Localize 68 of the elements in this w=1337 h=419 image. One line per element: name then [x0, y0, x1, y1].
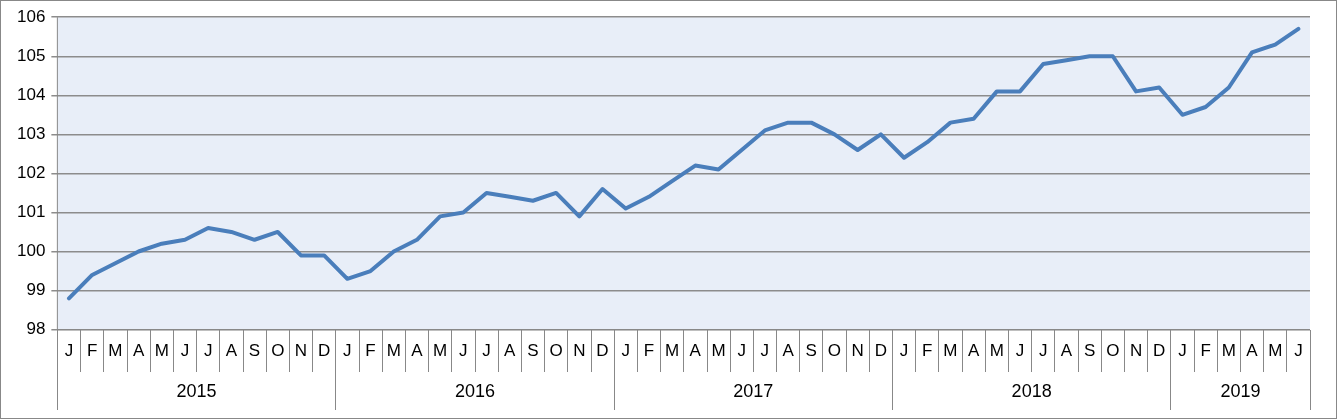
x-tick-label: N [851, 341, 864, 361]
x-tick-label: D [596, 341, 609, 361]
x-tick-label: M [386, 341, 401, 361]
x-tick-label: M [1268, 341, 1283, 361]
text: 2016 [454, 380, 495, 401]
y-tick-label: 99 [26, 280, 46, 300]
x-tick-label: F [1200, 341, 1211, 361]
x-tick-label: S [527, 341, 539, 361]
y-tick-label: 102 [16, 163, 46, 183]
x-tick-label: M [989, 341, 1004, 361]
x-tick-label: N [573, 341, 586, 361]
y-tick-label: 103 [16, 124, 46, 144]
y-tick-label: 104 [16, 84, 46, 104]
x-tick-label: N [1129, 341, 1143, 361]
y-tick-label: 106 [16, 6, 46, 26]
x-tick-label: J [899, 341, 909, 361]
x-tick-label: A [132, 341, 145, 361]
x-tick-label: J [459, 341, 468, 361]
x-tick-label: J [737, 341, 746, 361]
x-tick-label: S [805, 341, 817, 361]
x-tick-label: A [967, 341, 980, 361]
y-tick-label: 100 [16, 241, 46, 261]
x-tick-label: M [108, 341, 123, 361]
y-tick-label: 98 [26, 319, 46, 339]
x-tick-label: J [64, 341, 74, 361]
x-tick-label: A [1060, 341, 1073, 361]
x-tick-label: M [943, 341, 958, 361]
x-tick-label: J [482, 341, 491, 361]
text: 2018 [1011, 380, 1052, 401]
text: 2015 [176, 380, 217, 401]
x-tick-label: F [86, 341, 98, 361]
y-tick-label: 105 [16, 45, 46, 65]
text: 2017 [733, 380, 774, 401]
x-tick-label: J [1178, 341, 1187, 361]
x-tick-label: O [827, 341, 842, 361]
x-tick-label: F [365, 341, 376, 361]
y-tick-label: 101 [16, 202, 46, 222]
x-tick-label: A [504, 341, 517, 361]
x-tick-label: A [411, 341, 424, 361]
x-tick-label: J [203, 341, 213, 361]
x-tick-label: M [433, 341, 448, 361]
x-tick-label: D [317, 341, 331, 361]
x-tick-label: S [248, 341, 261, 361]
x-tick-label: A [782, 341, 795, 361]
x-tick-label: J [180, 341, 190, 361]
x-tick-label: S [1083, 341, 1096, 361]
x-tick-label: F [643, 341, 655, 361]
x-tick-label: M [665, 341, 680, 361]
x-tick-label: D [874, 341, 887, 361]
x-tick-label: O [271, 341, 285, 361]
x-tick-label: J [1294, 341, 1303, 361]
x-tick-label: J [1015, 341, 1025, 361]
x-tick-label: A [225, 341, 238, 361]
x-tick-label: M [154, 341, 169, 361]
x-tick-label: J [760, 341, 770, 361]
x-tick-label: O [549, 341, 563, 361]
x-tick-label: J [621, 341, 630, 361]
x-tick-label: A [1246, 341, 1259, 361]
x-tick-label: M [711, 341, 726, 361]
x-tick-label: O [1106, 341, 1120, 361]
x-tick-label: D [1153, 341, 1166, 361]
x-tick-label: N [294, 341, 308, 361]
text: 2019 [1220, 380, 1261, 401]
x-tick-label: F [922, 341, 933, 361]
x-tick-label: J [1038, 341, 1048, 361]
x-tick-label: A [689, 341, 702, 361]
x-tick-label: M [1221, 341, 1236, 361]
x-tick-label: J [343, 341, 352, 361]
